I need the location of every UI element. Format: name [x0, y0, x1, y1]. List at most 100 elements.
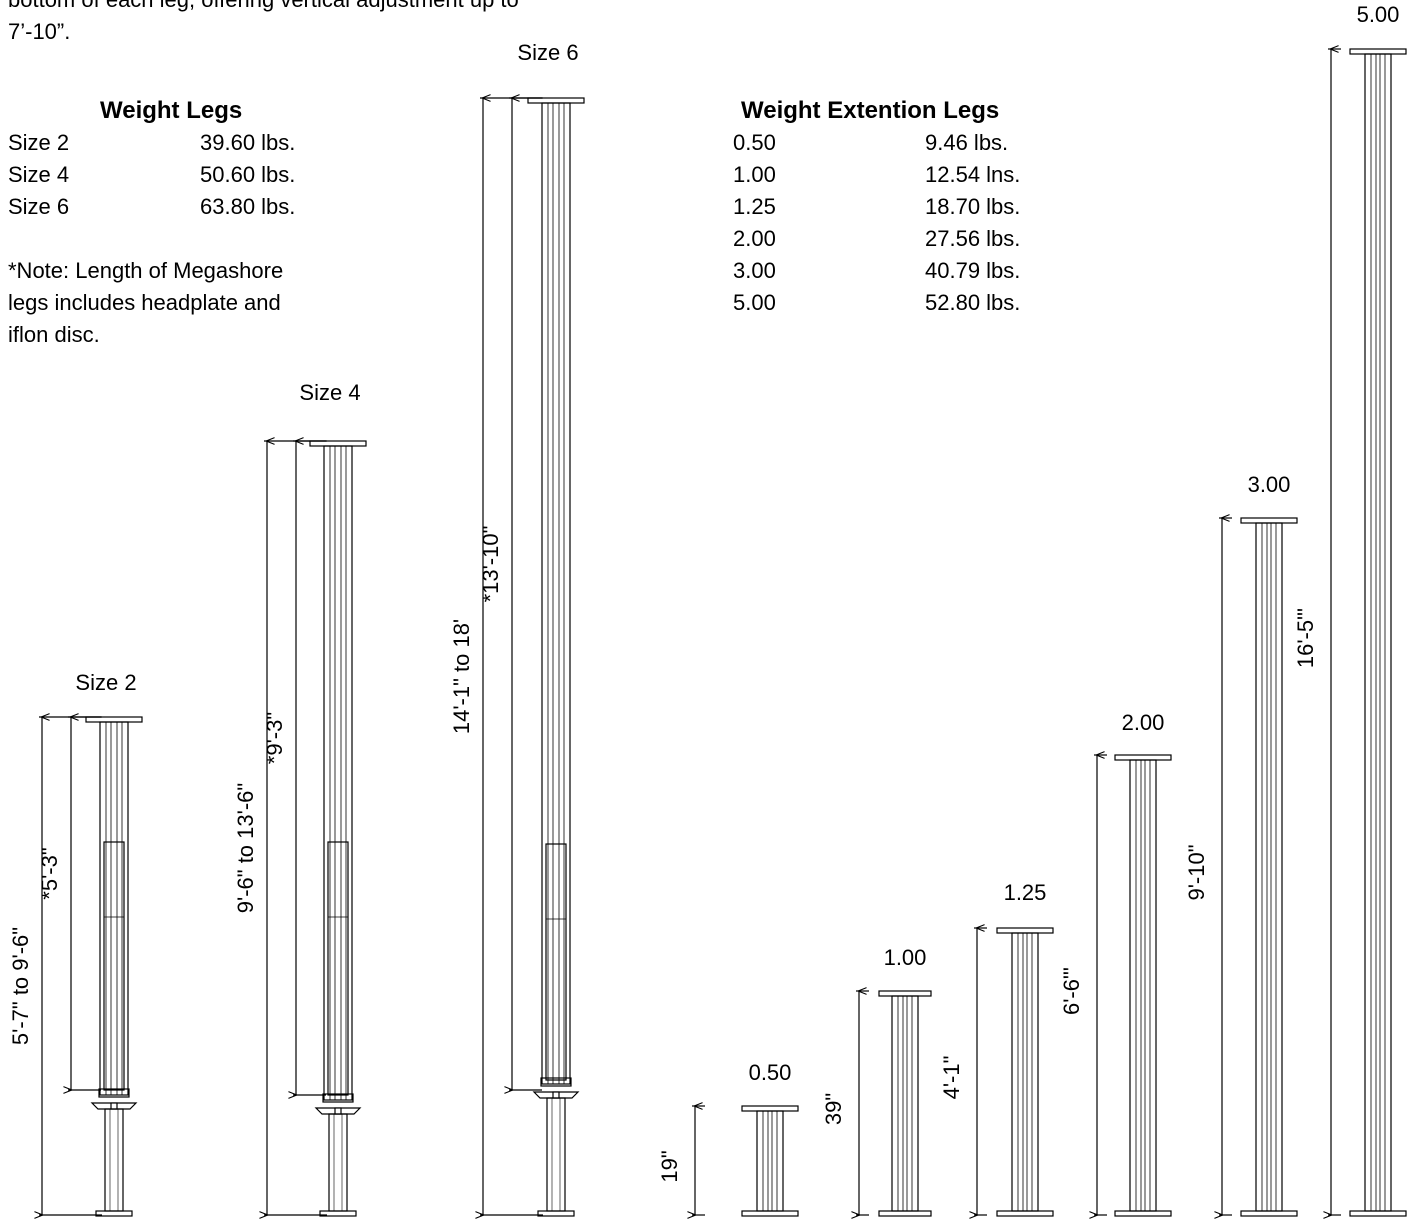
base-plate: [95, 1210, 133, 1217]
leg-weight: 50.60 lbs.: [200, 162, 296, 187]
headplate: [85, 716, 143, 723]
extension-leg-ext-200: 2.00 6'-6"': [1059, 710, 1172, 1217]
jack-nut: [90, 1102, 138, 1110]
intro-line-1: bottom of each leg, offering vertical ad…: [8, 0, 519, 16]
headplate: [309, 440, 367, 447]
legs-layer: Size 2 5'-7" to 9'-6" *5'-3" Size 4 9'-6" to…: [8, 40, 585, 1217]
extension-headplate: [996, 927, 1054, 934]
leg-tube: [541, 102, 571, 1085]
extension-size-label: 1.00: [884, 945, 927, 970]
jack-stem: [328, 1113, 348, 1212]
extension-size: 2.00: [733, 226, 776, 251]
extension-size: 5.00: [733, 290, 776, 315]
leg-size-label: Size 4: [299, 380, 360, 405]
jack-stem: [546, 1097, 566, 1212]
extension-tube: [756, 1110, 784, 1212]
body-length-label: *9'-3": [262, 712, 287, 764]
table-row: 3.00 40.79 lbs.: [733, 255, 1063, 287]
extension-headplate: [741, 1105, 799, 1112]
adjustable-range-label: 5'-7" to 9'-6": [8, 927, 33, 1045]
extension-base-plate: [996, 1210, 1054, 1217]
extension-tube: [1011, 932, 1039, 1212]
extension-leg-ext-100: 1.00 39": [821, 945, 932, 1216]
table-row: 1.00 12.54 lns.: [733, 159, 1063, 191]
extension-length-label: 4'-1": [939, 1056, 964, 1100]
body-length-label: *13'-10": [478, 526, 503, 603]
headplate: [527, 97, 585, 104]
intro-line-2: 7’-10”.: [8, 19, 71, 44]
note-line: legs includes headplate and: [8, 290, 281, 315]
extension-tube: [1364, 53, 1392, 1212]
jack-pin: [110, 1102, 118, 1110]
extension-headplate: [878, 990, 932, 997]
leg-size: Size 2: [8, 130, 70, 155]
leg-size: Size 6: [8, 194, 70, 219]
extension-size: 1.25: [733, 194, 776, 219]
extension-leg-ext-300: 3.00 9'-10": [1184, 472, 1298, 1216]
extension-tube: [1255, 522, 1283, 1212]
extension-weight: 40.79 lbs.: [925, 258, 1021, 283]
extension-weight: 18.70 lbs.: [925, 194, 1021, 219]
base-plate: [319, 1210, 357, 1217]
jack-nut: [314, 1107, 362, 1115]
extension-size: 0.50: [733, 130, 776, 155]
extensions-layer: 0.50 19" 1.00 39" 1.25 4'-1" 2.00 6'-6"' 3.00 9'-…: [657, 2, 1407, 1217]
table-row: 2.00 27.56 lbs.: [733, 223, 1063, 255]
table-row: 1.25 18.70 lbs.: [733, 191, 1063, 223]
adjustment-sleeve: [103, 841, 125, 1091]
extension-tube: [891, 995, 919, 1212]
extension-size: 1.00: [733, 162, 776, 187]
extension-size-label: 5.00: [1357, 2, 1400, 27]
shore-leg-size-4: Size 4 9'-6" to 13'-6"*9'-3": [233, 380, 367, 1217]
leg-tube: [323, 445, 353, 1101]
extension-length-label: 39": [821, 1093, 846, 1125]
extension-weight: 9.46 lbs.: [925, 130, 1009, 155]
extension-size-label: 0.50: [749, 1060, 792, 1085]
collar: [540, 1077, 572, 1087]
extension-weight: 12.54 lns.: [925, 162, 1021, 187]
adjustment-sleeve: [545, 843, 567, 1081]
extension-length-label: 16'-5"': [1293, 608, 1318, 668]
weight-legs-title: Weight Legs: [100, 97, 243, 124]
collar: [322, 1093, 354, 1103]
table-row: 5.00 52.80 lbs.: [733, 287, 1063, 319]
extension-headplate: [1114, 754, 1172, 761]
extension-size: 3.00: [733, 258, 776, 283]
jack-pin: [552, 1091, 560, 1099]
leg-size-label: Size 2: [75, 670, 136, 695]
extension-weight: 27.56 lbs.: [925, 226, 1021, 251]
collar: [98, 1088, 130, 1098]
extension-size-label: 3.00: [1248, 472, 1291, 497]
leg-weight: 39.60 lbs.: [200, 130, 296, 155]
adjustment-sleeve: [327, 841, 349, 1096]
table-row: 0.50 9.46 lbs.: [733, 127, 1063, 159]
jack-pin: [334, 1107, 342, 1115]
table-row: Size 2 39.60 lbs.: [8, 127, 338, 159]
extension-leg-ext-125: 1.25 4'-1": [939, 880, 1054, 1217]
shore-leg-size-6: Size 6 14'-1" to 18'*13'-10": [449, 40, 585, 1216]
adjustable-range-label: 14'-1" to 18': [449, 619, 474, 734]
extension-base-plate: [741, 1210, 799, 1217]
length-note: *Note: Length of Megashore legs includes…: [8, 255, 283, 351]
extension-length-label: 6'-6"': [1059, 967, 1084, 1015]
extension-size-label: 1.25: [1004, 880, 1047, 905]
extension-leg-ext-500: 5.00 16'-5"': [1293, 2, 1407, 1216]
leg-tube: [99, 721, 129, 1096]
shore-leg-size-2: Size 2 5'-7" to 9'-6" *5'-3": [8, 670, 143, 1217]
weight-extension-legs-table: Weight Extention Legs 0.50 9.46 lbs. 1.0…: [733, 95, 1063, 319]
extension-tube: [1129, 759, 1157, 1212]
note-line: iflon disc.: [8, 322, 100, 347]
intro-text: bottom of each leg, offering vertical ad…: [8, 0, 519, 48]
extension-headplate: [1240, 517, 1298, 524]
body-length-label: *5'-3": [37, 847, 62, 899]
jack-stem: [104, 1108, 124, 1212]
extension-base-plate: [1114, 1210, 1172, 1217]
weight-legs-table: Weight Legs Size 2 39.60 lbs. Size 4 50.…: [8, 95, 338, 223]
leg-size: Size 4: [8, 162, 70, 187]
extension-size-label: 2.00: [1122, 710, 1165, 735]
extension-leg-ext-050: 0.50 19": [657, 1060, 799, 1217]
weight-extension-legs-title: Weight Extention Legs: [741, 97, 1000, 124]
extension-length-label: 9'-10": [1184, 844, 1209, 900]
leg-weight: 63.80 lbs.: [200, 194, 296, 219]
